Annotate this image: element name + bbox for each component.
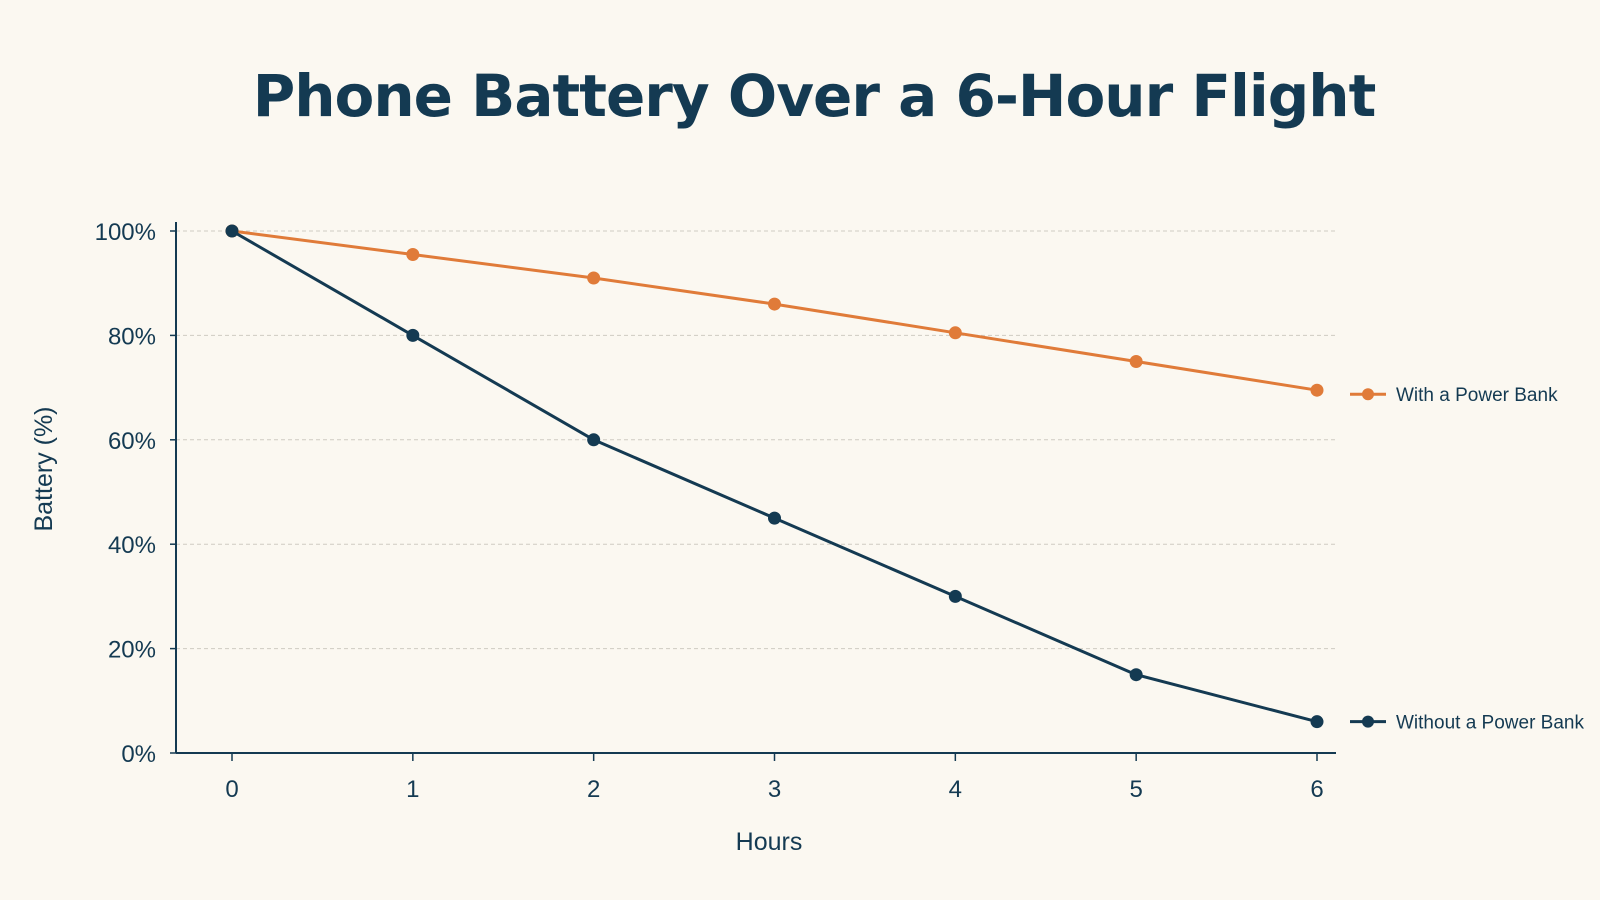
- legend-item-without-a-power-bank: Without a Power Bank: [1350, 713, 1584, 734]
- y-tick-label: 80%: [108, 323, 156, 350]
- data-point: [1129, 668, 1143, 682]
- legend-item-with-a-power-bank: With a Power Bank: [1350, 385, 1558, 406]
- axes: [175, 222, 1336, 754]
- chart-title: Phone Battery Over a 6-Hour Flight: [252, 62, 1377, 130]
- y-axis-ticks: 0% 20% 40% 60% 80% 100%: [95, 219, 176, 768]
- x-tick-label: 6: [1310, 776, 1323, 803]
- gridlines: [176, 230, 1336, 650]
- x-axis-title: Hours: [736, 828, 803, 856]
- y-axis-title: Battery (%): [30, 406, 58, 531]
- data-point: [948, 589, 962, 603]
- data-point: [587, 433, 601, 447]
- data-point: [768, 297, 781, 311]
- data-point: [1310, 715, 1324, 729]
- data-point: [225, 224, 239, 238]
- x-tick-label: 1: [406, 776, 419, 803]
- y-tick-label: 0%: [121, 741, 156, 768]
- data-point: [948, 326, 962, 340]
- x-axis-ticks: 0 1 2 3 4 5 6: [225, 753, 1324, 803]
- y-tick-label: 100%: [95, 219, 156, 246]
- x-tick-label: 2: [587, 776, 600, 803]
- series-line: [230, 229, 1319, 392]
- x-tick-label: 5: [1129, 776, 1142, 803]
- data-point: [406, 328, 420, 342]
- series-with-a-power-bank: [225, 224, 1324, 397]
- x-tick-label: 4: [949, 776, 962, 803]
- legend-swatch-marker: [1362, 715, 1374, 728]
- data-point: [1310, 383, 1324, 397]
- data-point: [768, 511, 781, 525]
- data-point: [406, 247, 420, 261]
- series-lines: [225, 224, 1324, 729]
- legend-swatch-marker: [1362, 388, 1374, 401]
- x-tick-label: 0: [225, 776, 238, 803]
- y-tick-label: 40%: [108, 532, 156, 559]
- legend: With a Power Bank Without a Power Bank: [1350, 385, 1584, 734]
- legend-label: Without a Power Bank: [1396, 713, 1584, 734]
- series-without-a-power-bank: [225, 224, 1324, 729]
- y-tick-label: 20%: [108, 637, 156, 664]
- data-point: [1129, 355, 1143, 368]
- x-tick-label: 3: [768, 776, 781, 803]
- data-point: [587, 271, 601, 285]
- y-tick-label: 60%: [108, 428, 156, 455]
- legend-label: With a Power Bank: [1396, 385, 1558, 406]
